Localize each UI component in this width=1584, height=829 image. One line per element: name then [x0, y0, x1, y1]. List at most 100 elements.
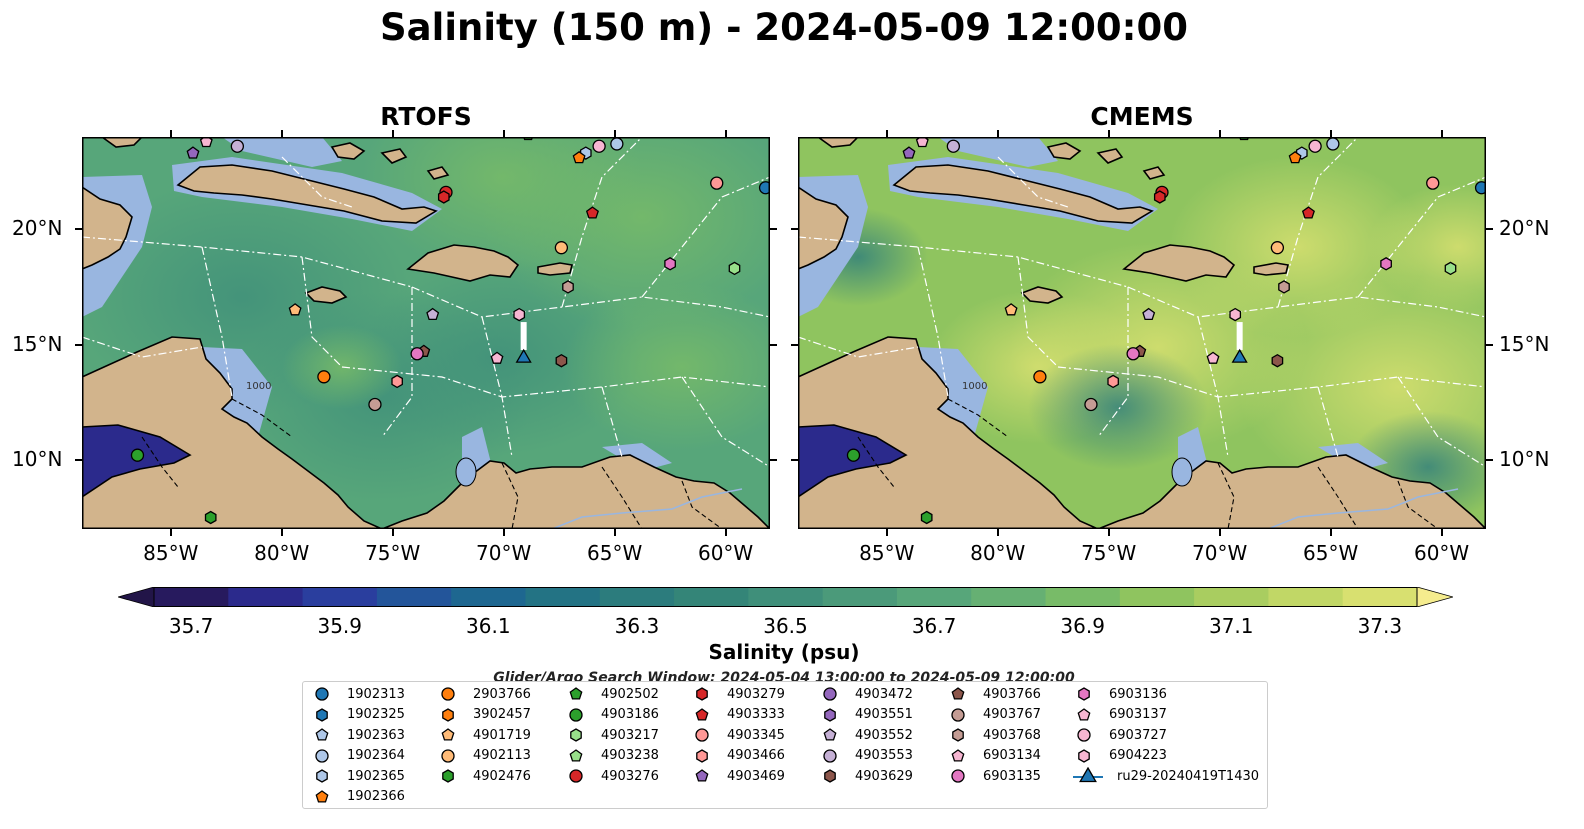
float-marker-6903137	[1206, 351, 1220, 364]
float-marker-6903727	[1308, 139, 1322, 153]
float-marker-6904223	[1229, 307, 1242, 322]
lon-tick-label: 70°W	[476, 541, 532, 565]
legend-item-label: 1902364	[347, 748, 405, 763]
legend-item-label: 4903553	[855, 748, 913, 763]
colorbar-segment	[822, 587, 898, 607]
legend-item-label: 1902313	[347, 686, 405, 702]
legend-item-label: 4903466	[727, 748, 785, 763]
legend-item: 6903136	[1073, 685, 1167, 703]
legend-marker-icon	[952, 728, 964, 742]
colorbar-tick-label: 36.1	[466, 614, 511, 638]
legend-item: 4903238	[565, 747, 659, 765]
legend-item-label: 6903135	[983, 768, 1041, 784]
lon-tick	[1218, 130, 1221, 137]
legend-item: 4903345	[691, 726, 785, 744]
legend-item: 4903466	[691, 747, 785, 765]
colorbar-tick-label: 36.5	[763, 614, 808, 638]
lon-tick	[169, 130, 172, 137]
float-marker-4903186	[846, 448, 861, 462]
legend-marker-icon	[695, 707, 709, 721]
legend-item: 3902457	[437, 706, 531, 724]
lon-tick	[1329, 529, 1332, 536]
float-marker-6903137	[490, 351, 504, 364]
legend-item-label: 4901719	[473, 727, 531, 743]
legend-item: 4903217	[565, 726, 659, 744]
lon-tick-label: 65°W	[1303, 541, 1359, 565]
colorbar-segment	[1342, 587, 1418, 607]
legend-item: 4902502	[565, 685, 659, 703]
float-marker-2903766	[317, 370, 331, 384]
legend-item: 1902325	[311, 706, 405, 724]
legend-marker-icon	[696, 748, 708, 763]
colorbar-tick-label: 36.9	[1060, 614, 1105, 638]
legend-marker-icon	[696, 687, 708, 701]
isobath-label: 1000	[962, 381, 987, 392]
legend-marker-icon	[569, 687, 583, 700]
lat-tick	[791, 343, 798, 346]
lat-tick-label: 10°N	[12, 446, 63, 471]
legend-item-label: 4903768	[983, 727, 1041, 743]
lon-tick-label: 70°W	[1192, 541, 1248, 565]
legend-marker-icon	[823, 748, 837, 763]
legend-item: 4903276	[565, 767, 659, 785]
float-marker-4903217	[728, 261, 741, 276]
legend-marker-icon	[441, 728, 455, 741]
float-marker-4903553	[946, 139, 961, 153]
legend-item-label: 4902476	[473, 768, 531, 784]
legend-item: 4901719	[437, 726, 531, 744]
legend-marker-icon	[569, 769, 583, 783]
float-marker-4903629	[555, 353, 568, 368]
legend-marker-icon	[569, 707, 583, 722]
legend-marker-icon	[951, 769, 965, 783]
legend-item-label: 4903186	[601, 707, 659, 722]
lon-tick-label: 75°W	[365, 541, 421, 565]
legend-item-label: 4903472	[855, 686, 913, 702]
legend-item: 4903553	[819, 747, 913, 765]
legend-item-label: 4903217	[601, 727, 659, 743]
map-rtofs: 1000	[82, 137, 770, 529]
legend-item-label: 4903629	[855, 768, 913, 784]
lat-tick	[770, 458, 777, 461]
lon-tick-label: 75°W	[1081, 541, 1137, 565]
legend-item-label: 4903469	[727, 768, 785, 784]
lat-tick	[770, 343, 777, 346]
float-marker-6903134	[199, 137, 213, 148]
lat-tick	[770, 228, 777, 231]
legend-marker-icon	[824, 707, 836, 722]
float-marker-ru29-20240419T1430	[1231, 348, 1248, 363]
colorbar-segment	[1194, 587, 1269, 607]
legend-item: 1902364	[311, 747, 405, 765]
float-marker-6904223	[513, 307, 526, 322]
lon-tick	[502, 130, 505, 137]
legend-marker-icon	[570, 728, 582, 742]
legend-item-label: 6903727	[1109, 727, 1167, 743]
float-marker-4902476	[920, 510, 933, 525]
legend-marker-icon	[442, 769, 454, 783]
colorbar-tick-label: 37.1	[1208, 614, 1254, 638]
float-marker-6903727	[592, 139, 606, 153]
lon-tick-label: 85°W	[143, 541, 199, 565]
colorbar-segment	[154, 587, 229, 607]
float-marker-1902364	[1326, 137, 1340, 151]
lon-tick	[996, 130, 999, 137]
float-marker-4903552	[1142, 307, 1156, 321]
legend-item: 4903469	[691, 767, 785, 785]
lon-tick	[1218, 529, 1221, 536]
legend-item-label: 1902366	[347, 789, 405, 804]
legend-item-label: 6903137	[1109, 707, 1167, 722]
legend-item: 6903727	[1073, 726, 1167, 744]
legend-item-label: 4903279	[727, 686, 785, 702]
lon-tick	[885, 529, 888, 536]
lat-tick	[75, 458, 82, 461]
lon-tick	[280, 130, 283, 137]
legend-marker-icon	[441, 748, 455, 763]
lon-tick-label: 60°W	[1413, 541, 1470, 565]
figure-title: Salinity (150 m) - 2024-05-09 12:00:00	[380, 6, 1188, 49]
float-marker-1902313	[1474, 181, 1486, 195]
legend-marker-icon	[1077, 707, 1091, 721]
panel-title-rtofs: RTOFS	[380, 102, 472, 131]
colorbar-tick-label: 36.3	[614, 614, 660, 638]
lon-tick	[1107, 529, 1110, 536]
float-marker-4901719	[1004, 303, 1018, 316]
legend-item-label: 6903136	[1109, 686, 1167, 702]
